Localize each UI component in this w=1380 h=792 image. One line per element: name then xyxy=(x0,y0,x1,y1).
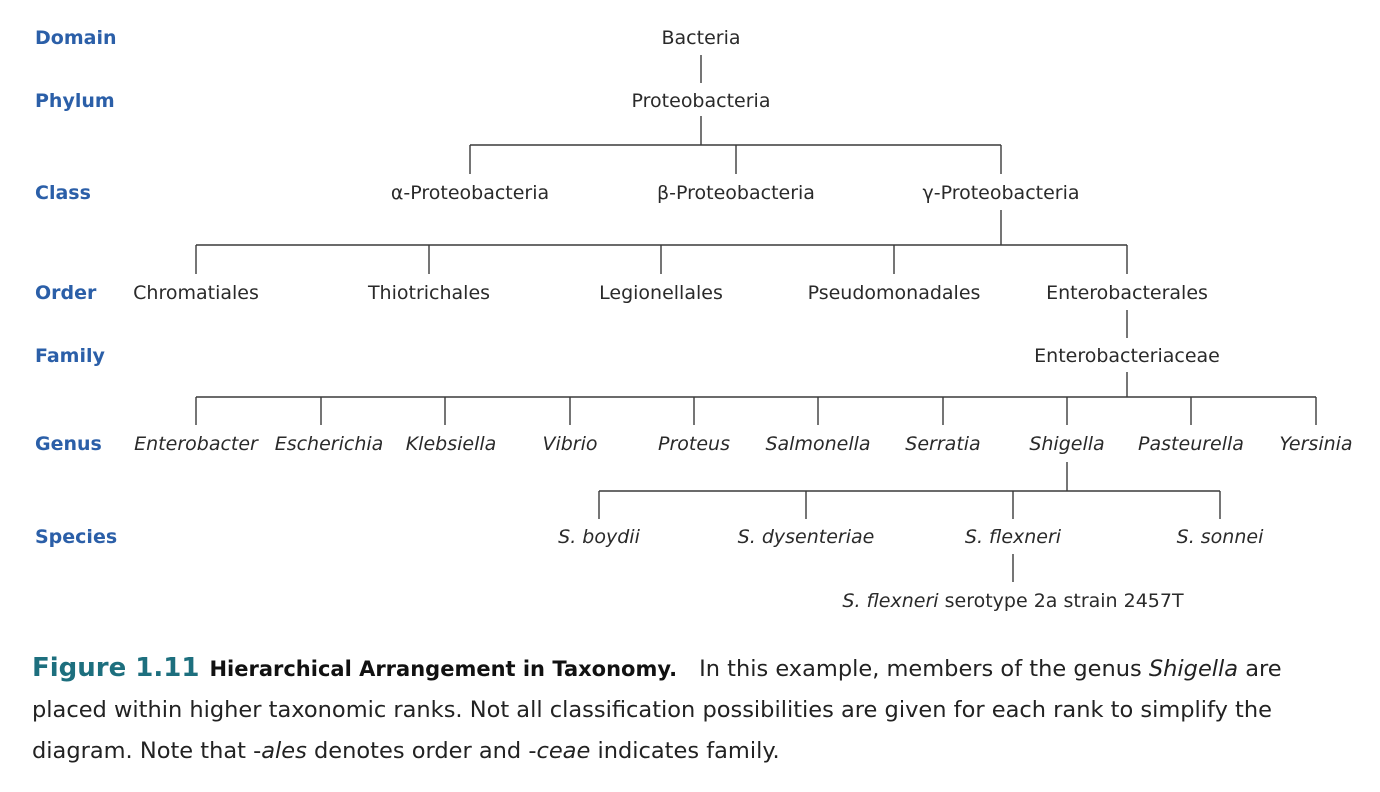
node-class: γ-Proteobacteria xyxy=(922,182,1080,204)
node-genus: Yersinia xyxy=(1279,433,1353,455)
node-species: S. boydii xyxy=(558,526,640,548)
rank-label-order: Order xyxy=(35,282,97,304)
node-genus: Pasteurella xyxy=(1138,433,1244,455)
rank-label-genus: Genus xyxy=(35,433,102,455)
node-genus: Shigella xyxy=(1029,433,1105,455)
rank-label-phylum: Phylum xyxy=(35,90,115,112)
rank-label-domain: Domain xyxy=(35,27,117,49)
node-genus: Enterobacter xyxy=(134,433,258,455)
caption-emphasis: ceae xyxy=(536,738,591,764)
node-order: Chromatiales xyxy=(133,282,259,304)
figure-number: Figure 1.11 xyxy=(32,653,200,683)
caption-text: indicates family. xyxy=(590,738,780,764)
tree-connector-lines xyxy=(195,55,1317,582)
node-order: Pseudomonadales xyxy=(807,282,981,304)
rank-label-family: Family xyxy=(35,345,105,367)
node-genus: Proteus xyxy=(658,433,730,455)
rank-label-species: Species xyxy=(35,526,118,548)
node-class: β-Proteobacteria xyxy=(657,182,815,204)
node-species: S. flexneri xyxy=(964,526,1062,548)
node-genus: Escherichia xyxy=(274,433,384,455)
caption-text: denotes order and - xyxy=(306,738,537,764)
caption-emphasis: ales xyxy=(261,738,307,764)
strain-detail: serotype 2a strain 2457T xyxy=(938,590,1184,612)
figure-title: Hierarchical Arrangement in Taxonomy. xyxy=(209,657,678,681)
rank-label-class: Class xyxy=(35,182,91,204)
node-domain: Bacteria xyxy=(661,27,741,49)
node-order: Enterobacterales xyxy=(1046,282,1208,304)
node-genus: Klebsiella xyxy=(405,433,497,455)
node-strain: S. flexneri serotype 2a strain 2457T xyxy=(842,589,1183,613)
node-genus: Salmonella xyxy=(765,433,871,455)
node-genus: Vibrio xyxy=(542,433,598,455)
node-genus: Serratia xyxy=(905,433,981,455)
figure-caption: Figure 1.11 Hierarchical Arrangement in T… xyxy=(32,648,1352,772)
strain-species-name: S. flexneri xyxy=(842,590,939,612)
caption-text: are placed within higher taxonomic ranks… xyxy=(32,656,1282,764)
node-order: Thiotrichales xyxy=(367,282,491,304)
node-phylum: Proteobacteria xyxy=(631,90,771,112)
node-order: Legionellales xyxy=(599,282,723,304)
node-class: α-Proteobacteria xyxy=(390,182,550,204)
node-species: S. sonnei xyxy=(1176,526,1264,548)
caption-emphasis: Shigella xyxy=(1148,656,1239,682)
caption-text: In this example, members of the genus xyxy=(699,656,1149,682)
node-species: S. dysenteriae xyxy=(737,526,875,548)
node-family: Enterobacteriaceae xyxy=(1034,345,1220,367)
